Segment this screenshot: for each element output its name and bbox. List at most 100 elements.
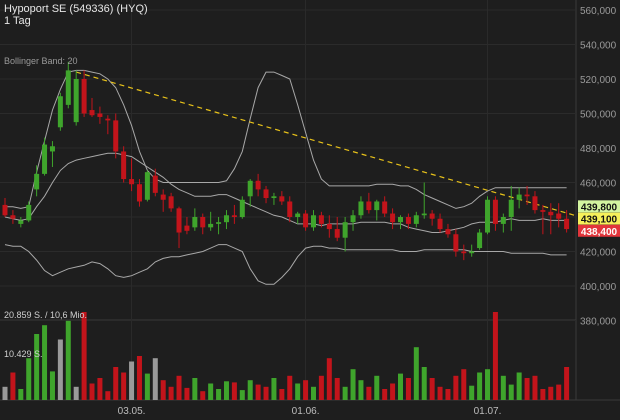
volume-bar — [437, 386, 443, 400]
volume-bar — [144, 373, 150, 400]
candle-body — [263, 189, 269, 199]
volume-bar — [271, 378, 277, 400]
volume-bar — [152, 358, 158, 400]
candle-body — [405, 217, 411, 224]
candle-body — [271, 196, 277, 199]
candle-body — [18, 220, 24, 224]
volume-bar — [65, 320, 71, 400]
candle-body — [216, 222, 222, 224]
candle-body — [89, 110, 95, 116]
volume-bar — [310, 386, 316, 400]
candle-body — [81, 79, 87, 114]
candle-body — [508, 199, 514, 217]
price-badge-label: 439,800 — [581, 202, 618, 213]
volume-bar — [413, 347, 419, 400]
candle-body — [516, 194, 522, 200]
candle-body — [334, 229, 340, 238]
candle-body — [429, 213, 435, 219]
volume-bar — [287, 375, 293, 400]
candle-body — [524, 194, 530, 197]
candle-body — [255, 180, 261, 190]
volume-bar — [255, 384, 261, 400]
candle-body — [548, 211, 554, 216]
candle-body — [310, 215, 316, 228]
price-badge — [578, 212, 620, 225]
bollinger-middle-line — [4, 152, 567, 233]
volume-bar — [358, 380, 364, 400]
bollinger-upper-line — [5, 69, 567, 209]
volume-bar — [532, 375, 538, 400]
volume-bar — [136, 356, 142, 400]
candle-body — [485, 199, 491, 233]
candle-body — [223, 215, 229, 223]
price-tick-label: 460,000 — [580, 179, 617, 190]
candle-body — [129, 179, 135, 185]
price-tick-label: 380,000 — [580, 317, 617, 328]
candle-body — [358, 201, 364, 216]
volume-bar — [564, 367, 570, 400]
price-badge — [578, 200, 620, 213]
candle-body — [121, 151, 127, 180]
candle-body — [374, 201, 380, 211]
price-tick-label: 560,000 — [580, 6, 617, 17]
candle-body — [500, 217, 506, 224]
candle-body — [492, 199, 498, 224]
volume-bar — [26, 358, 32, 400]
candle-body — [49, 146, 55, 152]
price-badge-label: 439,100 — [581, 215, 618, 226]
volume-bar — [247, 380, 253, 400]
volume-bar — [263, 386, 269, 400]
candle-body — [421, 213, 427, 216]
volume-bar — [121, 372, 127, 400]
volume-bar — [500, 375, 506, 400]
candle-body — [231, 215, 237, 217]
volume-bar — [34, 334, 40, 400]
candle-body — [469, 251, 475, 254]
trendline — [76, 71, 575, 216]
volume-bar — [492, 312, 498, 400]
candle-body — [247, 180, 253, 197]
date-tick-label: 01.06. — [292, 406, 320, 417]
volume-bar — [176, 375, 182, 400]
candle-body — [113, 120, 119, 152]
volume-bar — [469, 385, 475, 400]
volume-bar — [81, 312, 87, 400]
candle-body — [461, 251, 467, 254]
volume-bar — [10, 372, 16, 400]
price-tick-label: 400,000 — [580, 282, 617, 293]
candle-body — [413, 215, 419, 224]
volume-bar — [57, 339, 63, 400]
candle-body — [168, 196, 174, 209]
candle-body — [326, 223, 332, 230]
candle-body — [192, 217, 198, 228]
volume-label-top: 20.859 S. / 10,6 Mio. — [4, 310, 88, 320]
candle-body — [540, 210, 546, 212]
volume-bar — [421, 367, 427, 400]
volume-bar — [516, 372, 522, 400]
volume-bar — [113, 367, 119, 400]
candle-body — [453, 234, 459, 252]
candle-body — [437, 218, 443, 230]
candle-body — [65, 70, 71, 105]
candle-body — [73, 79, 79, 123]
volume-bar — [295, 383, 301, 400]
volume-bar — [168, 386, 174, 400]
candle-body — [279, 196, 285, 202]
volume-bar — [97, 378, 103, 400]
volume-bar — [398, 373, 403, 400]
volume-bar — [429, 378, 435, 400]
price-tick-label: 480,000 — [580, 144, 617, 155]
candle-body — [564, 218, 570, 230]
volume-bar — [160, 380, 166, 400]
candle-body — [445, 229, 451, 235]
volume-bar — [231, 382, 237, 400]
volume-bar — [279, 389, 285, 400]
candle-body — [26, 204, 32, 221]
volume-bar — [200, 391, 206, 400]
candle-body — [152, 175, 158, 193]
volume-bar — [342, 386, 348, 400]
volume-bar — [18, 389, 24, 400]
volume-bar — [405, 378, 411, 400]
volume-bar — [216, 389, 222, 400]
volume-bar — [524, 378, 530, 400]
